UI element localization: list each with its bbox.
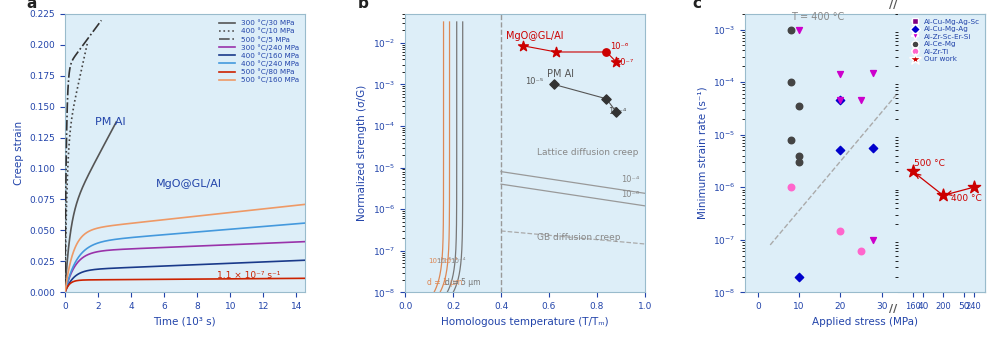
Y-axis label: Creep strain: Creep strain (14, 121, 24, 185)
Text: 10⁻⁶: 10⁻⁶ (610, 42, 628, 51)
Text: //: // (889, 0, 897, 10)
X-axis label: Homologous temperature (T/Tₘ): Homologous temperature (T/Tₘ) (441, 317, 609, 327)
Text: c: c (693, 0, 702, 11)
Point (598, 49, 614, 55)
Point (515, 43, 531, 49)
Point (546, 82, 562, 87)
Text: 10⁻⁴: 10⁻⁴ (450, 258, 466, 264)
Text: 10⁻⁵: 10⁻⁵ (436, 258, 452, 264)
Point (865, 146, 881, 151)
Point (791, 274, 807, 279)
Point (832, 148, 848, 153)
Text: 10⁻⁶: 10⁻⁶ (621, 190, 639, 199)
Point (865, 237, 881, 242)
Text: Lattice diffusion creep: Lattice diffusion creep (537, 148, 638, 157)
Point (608, 109, 624, 115)
Point (832, 97, 848, 103)
Text: b: b (357, 0, 368, 11)
Text: 10⁻⁴: 10⁻⁴ (621, 175, 639, 184)
Text: 10⁻⁴: 10⁻⁴ (442, 258, 458, 264)
Point (608, 59, 624, 65)
Text: 1.1 × 10⁻⁷ s⁻¹: 1.1 × 10⁻⁷ s⁻¹ (217, 271, 280, 279)
Text: MgO@GL/Al: MgO@GL/Al (156, 179, 222, 189)
Text: a: a (27, 0, 37, 11)
Point (783, 185, 799, 190)
Point (853, 97, 869, 103)
Text: PM Al: PM Al (95, 117, 125, 127)
Point (915, 216, 931, 222)
Point (783, 27, 799, 32)
Text: //: // (889, 304, 897, 314)
Point (791, 103, 807, 109)
Y-axis label: Minimum strain rate (s⁻¹): Minimum strain rate (s⁻¹) (698, 87, 708, 219)
Text: 10⁻⁷: 10⁻⁷ (615, 57, 633, 66)
Text: PM Al: PM Al (547, 69, 574, 79)
Text: MgO@GL/Al: MgO@GL/Al (506, 31, 563, 41)
Point (832, 97, 848, 103)
Text: 10⁻⁵: 10⁻⁵ (525, 77, 543, 87)
Text: d = 1 μm: d = 1 μm (427, 278, 462, 287)
Y-axis label: Normalized strength (σ/G): Normalized strength (σ/G) (357, 85, 367, 221)
Point (853, 249, 869, 254)
Text: d = 5 μm: d = 5 μm (445, 278, 480, 287)
Text: 10⁻⁴: 10⁻⁴ (608, 107, 626, 116)
Point (791, 153, 807, 158)
Point (598, 96, 614, 102)
Text: T = 400 °C: T = 400 °C (791, 12, 844, 22)
Point (832, 72, 848, 77)
Text: 10⁻⁵: 10⁻⁵ (428, 258, 443, 264)
X-axis label: Time (10³ s): Time (10³ s) (153, 317, 216, 327)
Legend: 300 °C/30 MPa, 400 °C/10 MPa, 500 °C/5 MPa, 300 °C/240 MPa, 400 °C/160 MPa, 400 : 300 °C/30 MPa, 400 °C/10 MPa, 500 °C/5 M… (217, 17, 301, 86)
Point (548, 49, 564, 55)
X-axis label: Applied stress (MPa): Applied stress (MPa) (812, 317, 918, 327)
Point (791, 27, 807, 32)
Point (783, 137, 799, 143)
Point (915, 148, 931, 153)
Point (832, 228, 848, 233)
Text: GB diffusion creep: GB diffusion creep (537, 233, 620, 242)
Point (783, 79, 799, 85)
Point (865, 70, 881, 76)
Point (791, 159, 807, 165)
